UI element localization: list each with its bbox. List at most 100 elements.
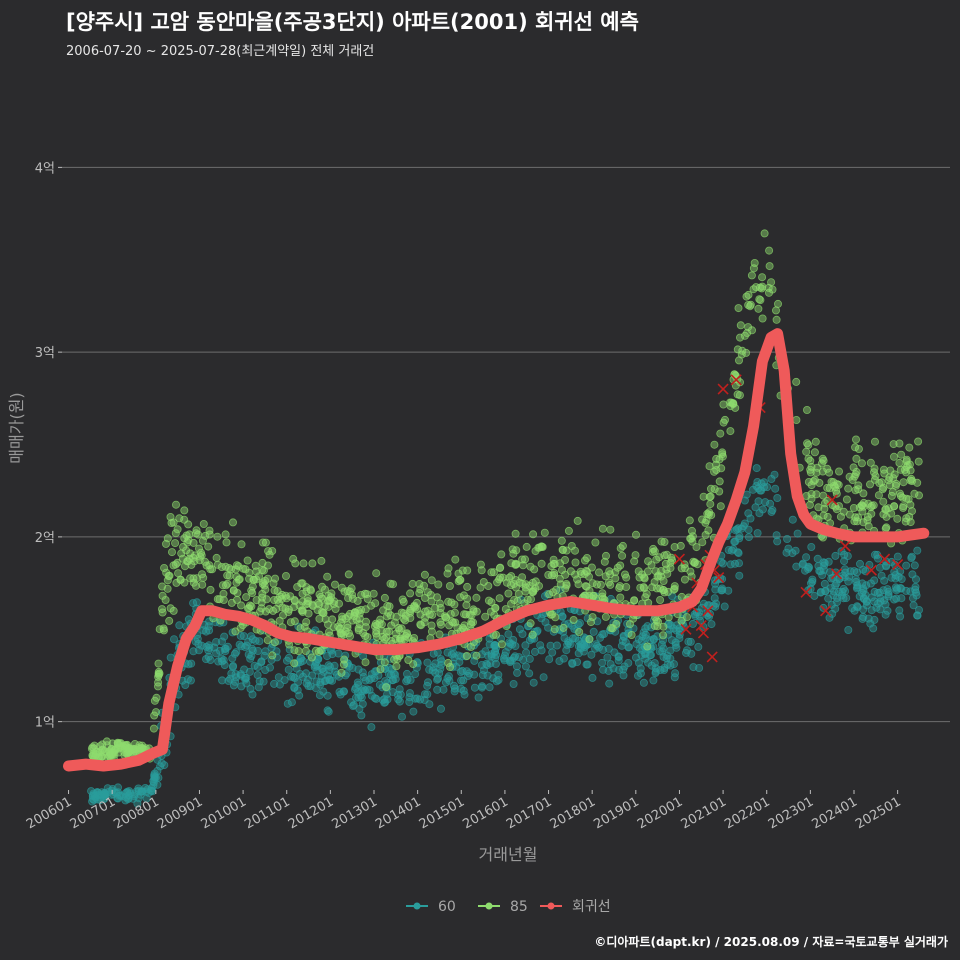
scatter-point [159, 624, 168, 633]
scatter-point [409, 707, 418, 716]
scatter-point [810, 448, 819, 457]
scatter-point [484, 582, 493, 591]
scatter-point [758, 314, 767, 323]
scatter-point [879, 510, 888, 519]
scatter-point [450, 600, 459, 609]
scatter-point [606, 660, 615, 669]
scatter-point [274, 673, 283, 682]
scatter-point [358, 700, 367, 709]
scatter-point [707, 620, 716, 629]
cancelled-mark [820, 605, 832, 617]
scatter-point [282, 656, 291, 665]
scatter-point [803, 405, 812, 414]
cancelled-mark [730, 374, 742, 386]
scatter-point [258, 538, 267, 547]
cancelled-mark [830, 568, 843, 580]
scatter-point [680, 575, 689, 584]
scatter-point [896, 489, 905, 498]
scatter-point [463, 566, 472, 575]
scatter-point [334, 672, 343, 681]
scatter-point [395, 626, 404, 635]
scatter-point [416, 620, 425, 629]
scatter-point [345, 632, 354, 641]
scatter-point [226, 674, 235, 683]
scatter-point [221, 581, 230, 590]
scatter-point [814, 503, 823, 512]
scatter-point [756, 283, 765, 292]
scatter-point [634, 567, 643, 576]
scatter-point [142, 794, 151, 803]
scatter-point [201, 655, 210, 664]
scatter-point [504, 630, 513, 639]
scatter-point [699, 492, 708, 501]
scatter-point [743, 328, 752, 337]
scatter-point [574, 580, 583, 589]
scatter-point [308, 559, 317, 568]
scatter-point [236, 671, 245, 680]
scatter-point [269, 579, 278, 588]
scatter-point [205, 643, 214, 652]
scatter-point [598, 658, 607, 667]
scatter-point [649, 544, 658, 553]
scatter-point [735, 571, 744, 580]
scatter-point [239, 564, 248, 573]
scatter-point [604, 644, 613, 653]
scatter-point [436, 704, 445, 713]
scatter-point [231, 627, 240, 636]
scatter-point [812, 490, 821, 499]
scatter-point [338, 615, 347, 624]
scatter-point [721, 415, 730, 424]
scatter-point [329, 623, 338, 632]
scatter-point [562, 580, 571, 589]
scatter-point [710, 440, 719, 449]
scatter-point [889, 440, 898, 449]
scatter-point [436, 618, 445, 627]
scatter-point [492, 630, 501, 639]
scatter-point [450, 684, 459, 693]
scatter-point [763, 483, 772, 492]
scatter-point [818, 467, 827, 476]
scatter-point [851, 443, 860, 452]
scatter-point [555, 657, 564, 666]
scatter-point [220, 632, 229, 641]
scatter-point [599, 665, 608, 674]
scatter-point [804, 562, 813, 571]
scatter-point [577, 570, 586, 579]
scatter-point [753, 477, 762, 486]
scatter-point [615, 582, 624, 591]
scatter-point [215, 595, 224, 604]
scatter-point [600, 630, 609, 639]
scatter-point [497, 640, 506, 649]
scatter-point [585, 572, 594, 581]
scatter-point [859, 565, 868, 574]
scatter-point [531, 647, 540, 656]
cancelled-mark [695, 620, 707, 632]
scatter-point [529, 530, 538, 539]
scatter-point [890, 452, 899, 461]
scatter-point [587, 650, 596, 659]
scatter-point [478, 671, 487, 680]
scatter-point [372, 569, 381, 578]
scatter-point [662, 565, 671, 574]
scatter-point [370, 674, 379, 683]
scatter-point [850, 606, 859, 615]
scatter-point [521, 641, 530, 650]
scatter-point [600, 557, 609, 566]
scatter-point [705, 462, 714, 471]
scatter-point [315, 614, 324, 623]
scatter-point [749, 264, 758, 273]
legend-item[interactable]: 85 [478, 899, 528, 915]
scatter-point [882, 523, 891, 532]
scatter-point [253, 662, 262, 671]
scatter-point [849, 503, 858, 512]
scatter-point [881, 610, 890, 619]
legend-item[interactable]: 60 [406, 899, 456, 915]
scatter-point [202, 561, 211, 570]
scatter-point [744, 533, 753, 542]
scatter-point [261, 538, 270, 547]
scatter-point [692, 543, 701, 552]
scatter-point [382, 683, 391, 692]
scatter-point [686, 637, 695, 646]
legend-item[interactable]: 회귀선 [540, 899, 611, 915]
scatter-point [855, 503, 864, 512]
